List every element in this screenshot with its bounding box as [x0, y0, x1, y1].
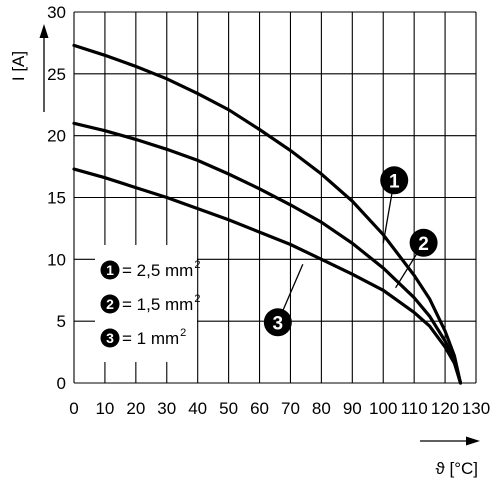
annotation-badge-3: 3: [263, 308, 292, 337]
x-tick-label: 0: [69, 399, 78, 418]
y-tick-labels: 0 5 10 15 20 25 30: [47, 3, 66, 393]
x-tick-label: 20: [126, 399, 145, 418]
y-axis-title: I [A]: [9, 51, 28, 81]
y-axis-arrowhead-icon: [39, 24, 49, 38]
x-tick-label: 110: [401, 399, 428, 418]
x-tick-label: 10: [95, 399, 114, 418]
legend-superscript: 2: [194, 293, 200, 305]
y-tick-label: 30: [47, 3, 66, 22]
x-axis-arrowhead-icon: [466, 436, 480, 446]
annotation-badge-1: 1: [380, 166, 409, 195]
y-tick-label: 10: [47, 250, 66, 269]
x-tick-label: 30: [157, 399, 176, 418]
legend-badge-circle: [100, 260, 120, 280]
legend-badge-label: 2: [106, 296, 114, 312]
badge-circle: [263, 308, 292, 337]
series-line-3: [72, 167, 463, 385]
x-axis-title-group: ϑ [°C]: [420, 436, 480, 478]
legend: 1 = 2,5 mm 22 = 1,5 mm 23 = 1 mm 2: [95, 245, 200, 362]
legend-badge-circle: [100, 328, 120, 348]
y-tick-label: 25: [47, 65, 66, 84]
series-line-1: [72, 43, 463, 385]
x-tick-label: 50: [219, 399, 238, 418]
legend-label: = 2,5 mm: [122, 261, 193, 280]
badge-circle: [409, 228, 438, 257]
x-tick-labels: 0 10 20 30 40 50 60 70 80 90 100 110 120 130: [69, 399, 490, 418]
curves: [72, 43, 463, 385]
y-tick-label: 0: [57, 374, 66, 393]
legend-badge-label: 1: [106, 262, 114, 278]
x-tick-label: 120: [431, 399, 459, 418]
annotation-badge-2: 2: [409, 228, 438, 257]
y-tick-label: 20: [47, 127, 66, 146]
y-tick-label: 15: [47, 189, 66, 208]
x-tick-label: 100: [369, 399, 397, 418]
y-tick-label: 5: [57, 312, 66, 331]
x-tick-label: 70: [281, 399, 300, 418]
legend-item-1: 1 = 2,5 mm 2: [100, 259, 200, 280]
legend-item-2: 2 = 1,5 mm 2: [100, 293, 200, 314]
legend-superscript: 2: [180, 327, 186, 339]
legend-badge-circle: [100, 294, 120, 314]
badge-label: 3: [273, 313, 284, 334]
x-tick-label: 40: [188, 399, 207, 418]
x-axis-title: ϑ [°C]: [435, 459, 478, 478]
x-tick-label: 130: [462, 399, 490, 418]
badge-circle: [380, 166, 409, 195]
legend-superscript: 2: [194, 259, 200, 271]
badge-label: 2: [418, 234, 429, 255]
legend-label: = 1,5 mm: [122, 295, 193, 314]
badge-label: 1: [389, 171, 400, 192]
legend-item-3: 3 = 1 mm 2: [100, 327, 186, 348]
legend-label: = 1 mm: [122, 329, 179, 348]
y-axis-title-group: I [A]: [9, 24, 49, 112]
x-tick-label: 60: [250, 399, 269, 418]
annotation-badges: 1 2 3: [263, 166, 438, 337]
x-tick-label: 80: [312, 399, 331, 418]
series-line-2: [72, 121, 463, 385]
legend-badge-label: 3: [106, 330, 114, 346]
x-tick-label: 90: [343, 399, 362, 418]
